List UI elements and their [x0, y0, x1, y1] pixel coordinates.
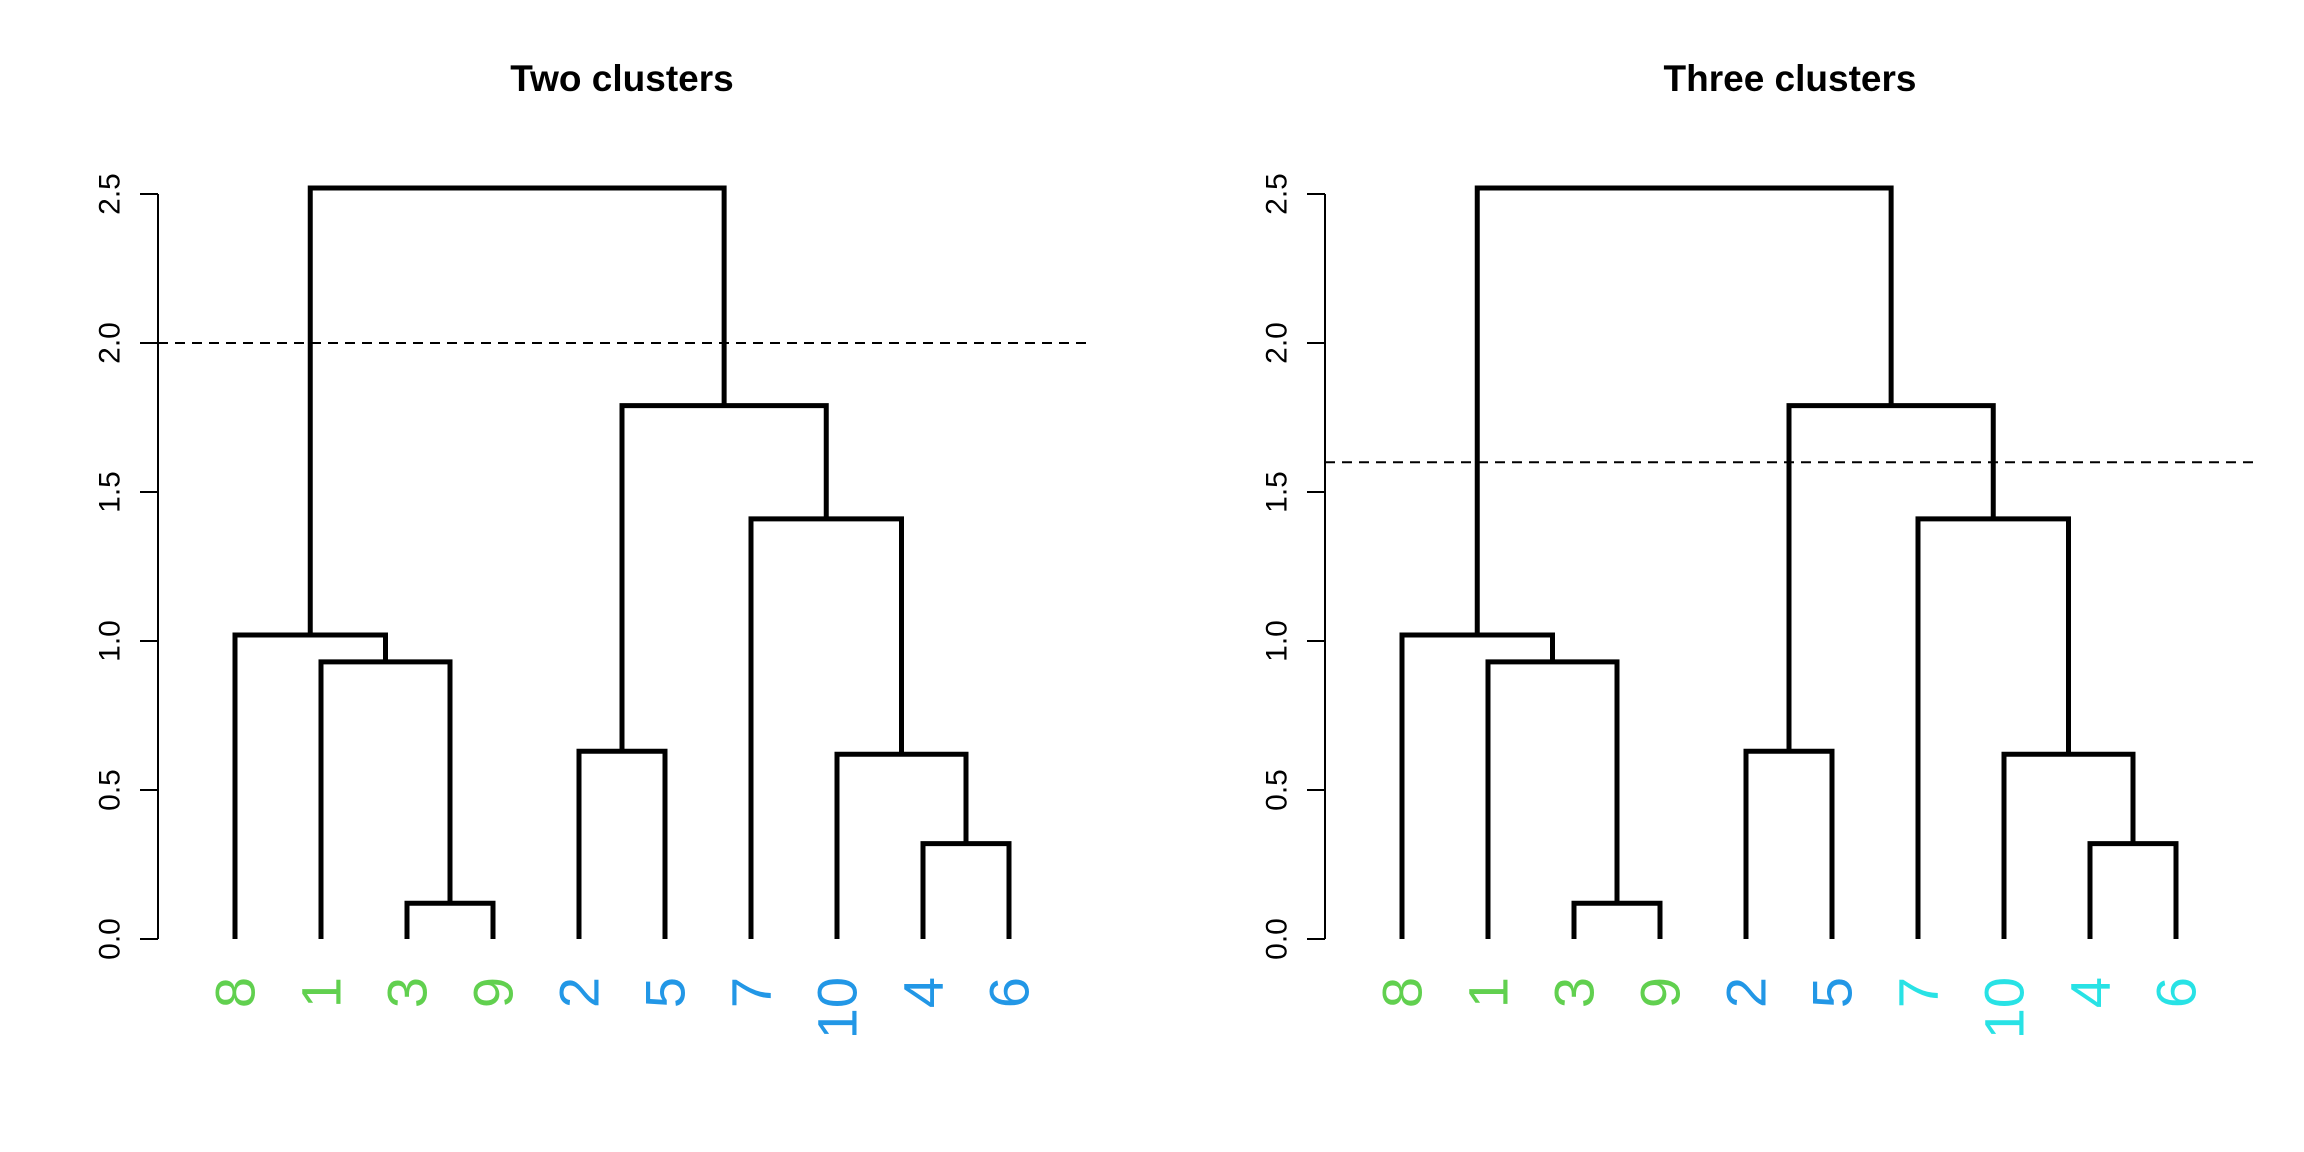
- dendrogram-link: [1915, 516, 2071, 939]
- y-tick-label: 0.0: [1261, 918, 1294, 960]
- y-tick-label: 0.0: [94, 918, 127, 960]
- dendrogram-panel-three-clusters: Three clusters 0.0 0.5 1.0 1.5 2.0 2.5 8 1 3 9 2 5 7…: [1261, 58, 2255, 1039]
- dendrogram-link: [2087, 841, 2179, 939]
- dendrogram-link: [318, 659, 453, 939]
- leaf-label: 8: [204, 977, 267, 1008]
- dendrogram-link: [1786, 403, 1996, 752]
- dendrogram-link: [2001, 751, 2136, 939]
- dendrogram-link: [748, 516, 904, 939]
- dendrogram-link: [307, 185, 727, 636]
- y-tick-label: 0.5: [94, 769, 127, 811]
- chart-title: Three clusters: [1664, 58, 1917, 99]
- leaf-label: 5: [1801, 977, 1864, 1008]
- y-tick-label: 2.5: [94, 173, 127, 215]
- leaf-label: 1: [1457, 977, 1520, 1008]
- dendrogram-link: [404, 900, 496, 939]
- leaf-label: 3: [1543, 977, 1606, 1008]
- leaf-label: 5: [634, 977, 697, 1008]
- leaf-label: 3: [376, 977, 439, 1008]
- y-tick-label: 2.0: [1261, 322, 1294, 364]
- y-tick-label: 1.0: [1261, 620, 1294, 662]
- dendrogram-link: [1474, 185, 1894, 636]
- y-tick-label: 0.5: [1261, 769, 1294, 811]
- y-tick-label: 1.0: [94, 620, 127, 662]
- leaf-label: 7: [720, 977, 783, 1008]
- y-tick-label: 2.5: [1261, 173, 1294, 215]
- leaf-label: 9: [1629, 977, 1692, 1008]
- leaf-label: 1: [290, 977, 353, 1008]
- chart-title: Two clusters: [510, 58, 733, 99]
- dendrogram-link: [1571, 900, 1663, 939]
- dendrogram-link: [920, 841, 1012, 939]
- dendrogram-link: [576, 748, 668, 939]
- leaf-label: 6: [978, 977, 1041, 1008]
- dendrogram-link: [1743, 748, 1835, 939]
- dendrogram-panel-two-clusters: Two clusters 0.0 0.5 1.0 1.5 2.0 2.5 8 1 3 9 2 5 7 10…: [94, 58, 1088, 1039]
- leaf-label: 6: [2145, 977, 2208, 1008]
- dendrogram-link: [834, 751, 969, 939]
- leaf-label: 2: [1715, 977, 1778, 1008]
- leaf-label: 2: [548, 977, 611, 1008]
- leaf-label: 10: [806, 977, 869, 1039]
- leaf-label: 7: [1887, 977, 1950, 1008]
- y-tick-label: 2.0: [94, 322, 127, 364]
- leaf-label: 9: [462, 977, 525, 1008]
- dendrogram-link: [619, 403, 829, 752]
- leaf-label: 4: [2059, 977, 2122, 1008]
- y-tick-label: 1.5: [1261, 471, 1294, 513]
- dendrogram-link: [1399, 632, 1555, 939]
- leaf-label: 10: [1973, 977, 2036, 1039]
- dendrogram-link: [1485, 659, 1620, 939]
- leaf-label: 4: [892, 977, 955, 1008]
- leaf-label: 8: [1371, 977, 1434, 1008]
- y-tick-label: 1.5: [94, 471, 127, 513]
- dendrogram-link: [232, 632, 388, 939]
